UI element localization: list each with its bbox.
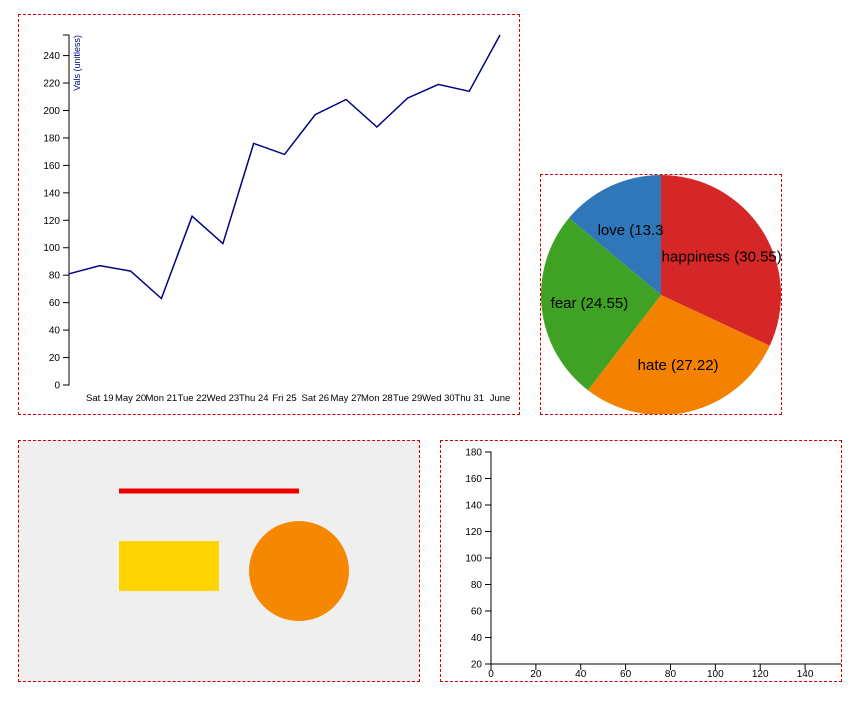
x-tick-label: 100 [707, 669, 724, 680]
x-tick-label: Wed 23 [207, 393, 240, 404]
x-tick-label: May 20 [115, 393, 146, 404]
x-tick-label: Sat 19 [86, 393, 113, 404]
y-tick-label: 100 [43, 243, 60, 254]
y-tick-label: 120 [43, 216, 60, 227]
pie-chart: happiness (30.55) hate (27.22) fear (24.55… [541, 175, 781, 414]
y-axis-label: Vals (unitless) [72, 35, 82, 91]
x-tick-label: Mon 28 [361, 393, 393, 404]
yellow-rectangle [119, 541, 219, 591]
empty-axes-panel: 20 40 60 80 100 120 140 160 180 0 20 40 60 80 100 120 14… [440, 440, 842, 682]
y-tick-label: 180 [43, 133, 60, 144]
y-tick-label: 240 [43, 51, 60, 62]
x-tick-label: Tue 29 [393, 393, 422, 404]
x-tick-label: May 27 [330, 393, 361, 404]
y-tick-label: 220 [43, 79, 60, 90]
y-tick-label: 140 [465, 501, 482, 512]
y-tick-label: 180 [465, 448, 482, 459]
pie-chart-panel: happiness (30.55) hate (27.22) fear (24.55… [540, 174, 782, 415]
y-tick-label: 20 [471, 660, 483, 671]
x-tick-label: June [490, 393, 511, 404]
pie-slice-label: fear (24.55) [551, 295, 629, 312]
y-tick-label: 200 [43, 106, 60, 117]
y-axis [63, 34, 70, 386]
y-tick-label: 80 [49, 271, 61, 282]
x-tick-label: Tue 22 [178, 393, 207, 404]
x-tick-label: Thu 24 [239, 393, 269, 404]
x-tick-label: 80 [665, 669, 677, 680]
y-tick-label: 160 [465, 474, 482, 485]
x-tick-label: 140 [797, 669, 814, 680]
x-tick-label: 0 [488, 669, 494, 680]
pie-slice [568, 175, 661, 295]
x-tick-label: 60 [620, 669, 632, 680]
x-tick-label: 40 [575, 669, 587, 680]
x-tick-label: Mon 21 [146, 393, 178, 404]
pie-slice [587, 295, 770, 414]
series-line [68, 34, 501, 300]
line-chart-panel: 0 20 40 60 80 100 120 140 160 180 200 220 240 Vals (u… [18, 14, 520, 415]
y-tick-label: 0 [54, 381, 60, 392]
y-tick-label: 100 [465, 554, 482, 565]
orange-circle [249, 521, 349, 621]
y-tick-label: 40 [49, 326, 61, 337]
pie-slice [661, 175, 781, 346]
pie-slice [541, 217, 661, 391]
y-tick-label: 60 [49, 298, 61, 309]
y-tick-label: 80 [471, 580, 483, 591]
y-tick-label: 20 [49, 353, 61, 364]
empty-axes-chart: 20 40 60 80 100 120 140 160 180 0 20 40 60 80 100 120 14… [465, 448, 841, 680]
y-tick-label: 60 [471, 607, 483, 618]
x-tick-label: Wed 30 [422, 393, 455, 404]
y-tick-label: 40 [471, 633, 483, 644]
shapes-canvas [119, 488, 349, 621]
x-tick-label: Thu 31 [454, 393, 484, 404]
x-tick-label: Fri 25 [272, 393, 296, 404]
x-tick-label: Sat 26 [302, 393, 329, 404]
y-tick-label: 120 [465, 527, 482, 538]
x-tick-label: 120 [752, 669, 769, 680]
y-tick-label: 140 [43, 188, 60, 199]
y-tick-label: 160 [43, 161, 60, 172]
shapes-panel [18, 440, 420, 682]
pie-slice-label: happiness (30.55) [662, 248, 781, 265]
pie-slice-label: hate (27.22) [638, 357, 719, 374]
x-tick-label: 20 [530, 669, 542, 680]
pie-slice-label: love (13.3 [598, 222, 664, 239]
line-chart: 0 20 40 60 80 100 120 140 160 180 200 220 240 Vals (u… [43, 34, 511, 404]
